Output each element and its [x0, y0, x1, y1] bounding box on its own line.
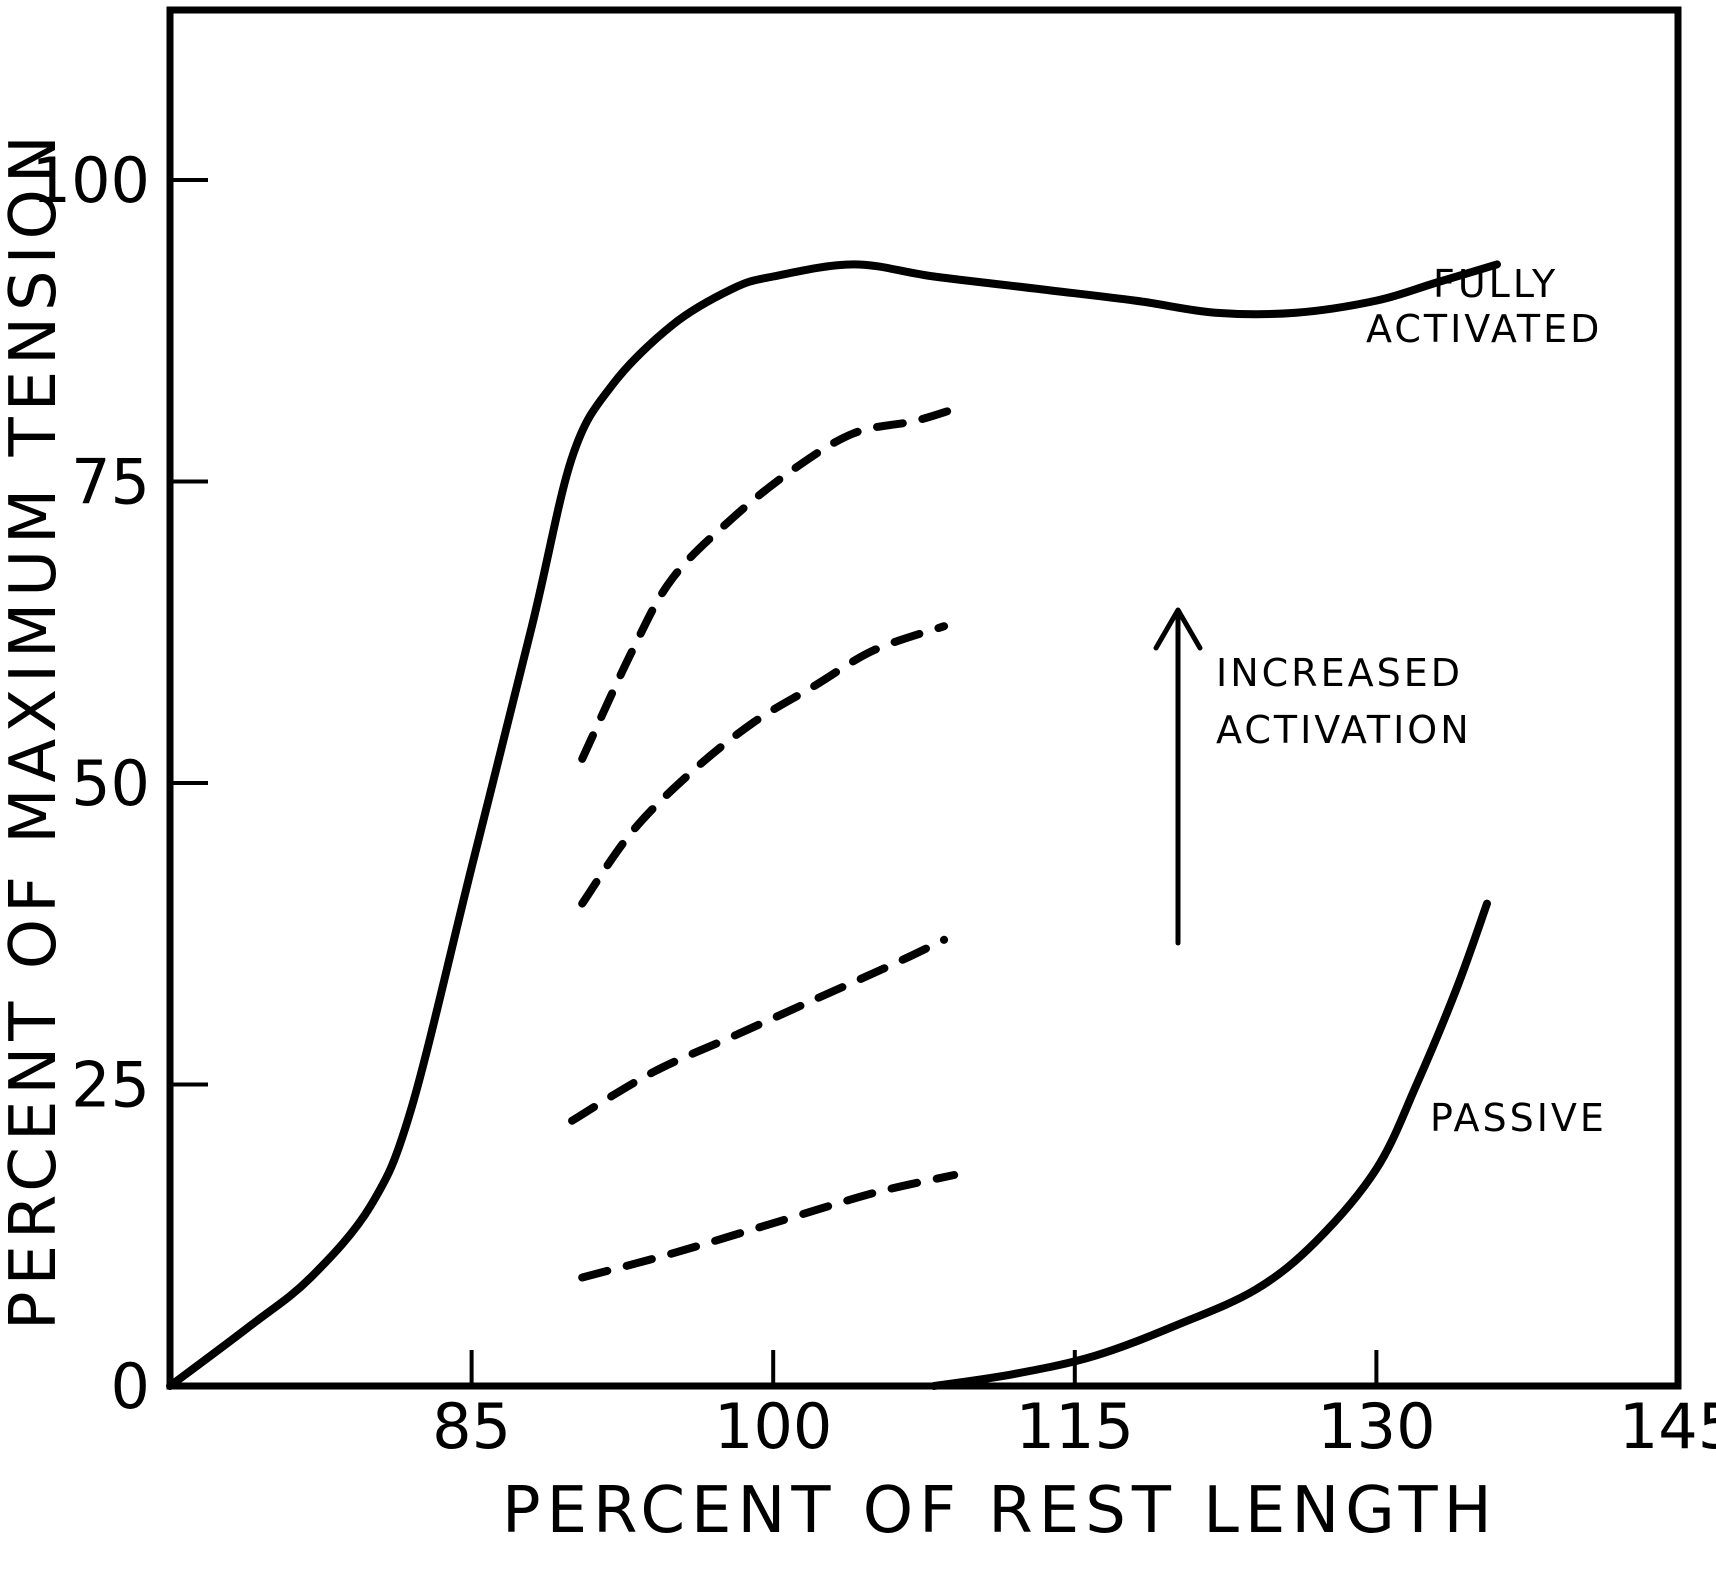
plot-frame: [166, 6, 1682, 1390]
y-tick-label-100: 100: [32, 144, 150, 217]
y-tick-label-0: 0: [111, 1350, 150, 1423]
tick-group: 85 100 115 130 145 0 25 50 75 100: [32, 144, 1716, 1463]
x-tick-label-130: 130: [1317, 1390, 1435, 1463]
y-tick-label-50: 50: [71, 747, 150, 820]
y-tick-label-75: 75: [71, 446, 150, 519]
annotation-increased: INCREASED: [1216, 651, 1463, 695]
series-line-dashed-3: [568, 935, 949, 1125]
increased-activation-arrow: [1153, 607, 1203, 946]
series-line-fully-activated: [166, 260, 1501, 1390]
series-line-dashed-1: [578, 405, 959, 763]
series-line-dashed-4: [578, 1171, 959, 1282]
x-tick-label-100: 100: [714, 1390, 832, 1463]
series-line-dashed-2: [578, 622, 949, 908]
x-tick-label-85: 85: [432, 1390, 511, 1463]
series-line-passive: [930, 899, 1491, 1390]
annotation-fully: FULLY: [1433, 262, 1558, 306]
annotation-activated: ACTIVATED: [1366, 307, 1602, 351]
x-tick-label-115: 115: [1016, 1390, 1134, 1463]
x-axis-title: PERCENT OF REST LENGTH: [502, 1474, 1498, 1548]
annotation-activation: ACTIVATION: [1216, 708, 1472, 752]
annotation-passive: PASSIVE: [1430, 1096, 1607, 1140]
y-tick-label-25: 25: [71, 1049, 150, 1122]
series-group: [166, 260, 1501, 1390]
x-tick-label-145: 145: [1619, 1390, 1716, 1463]
y-axis-title: PERCENT OF MAXIMUM TENSION: [0, 129, 71, 1330]
